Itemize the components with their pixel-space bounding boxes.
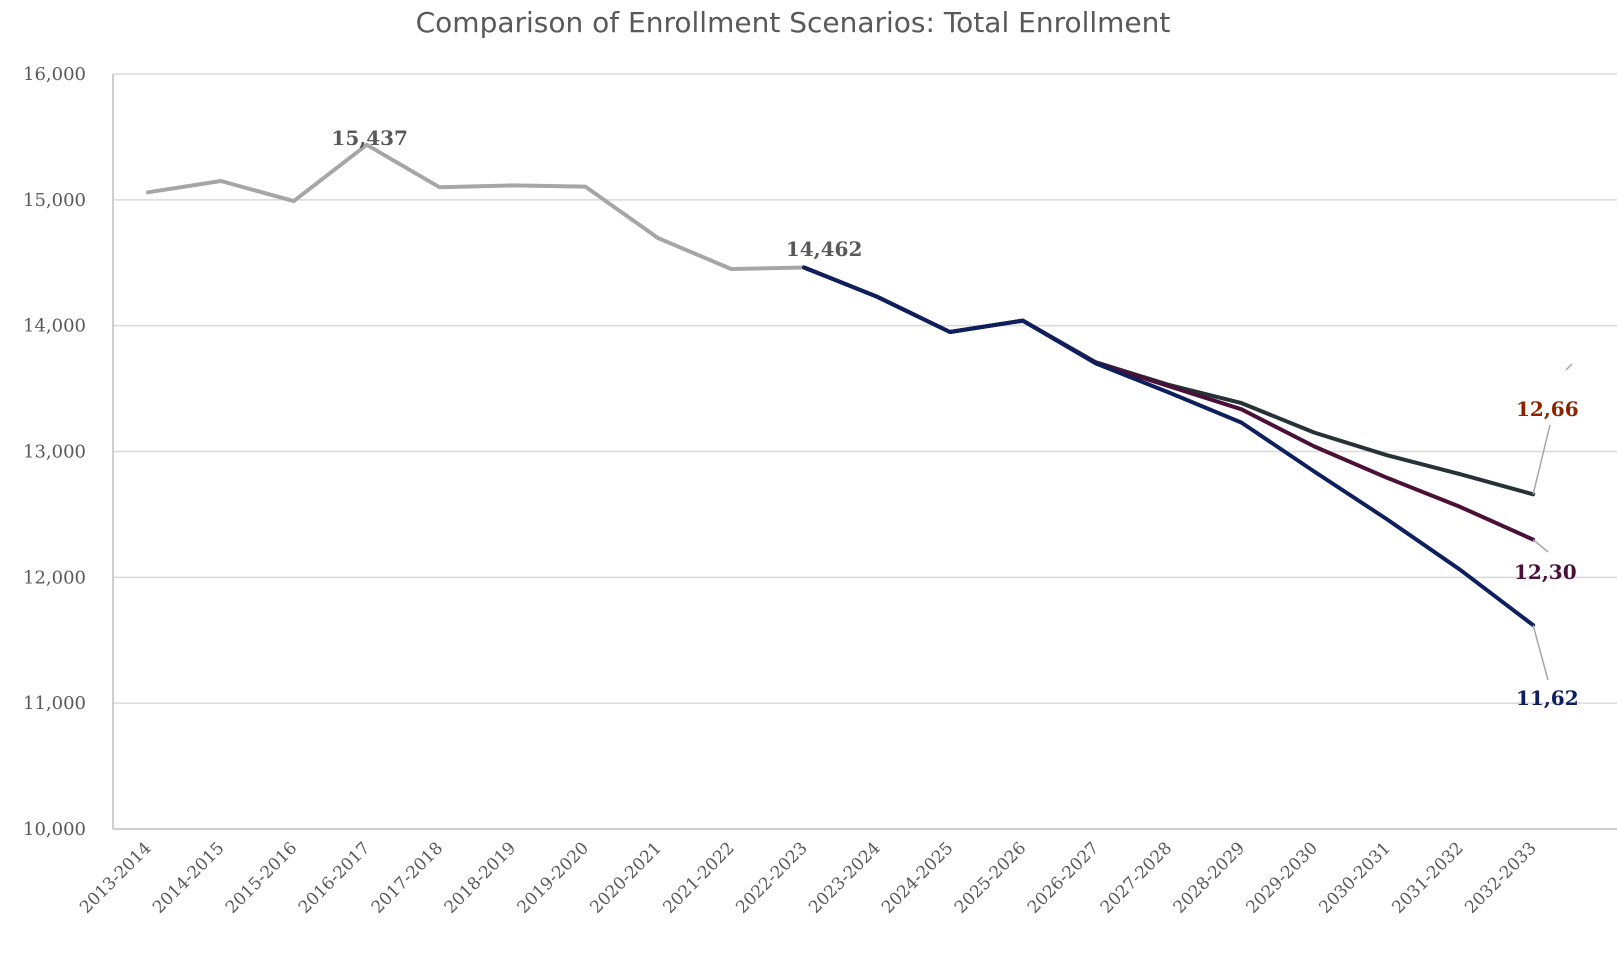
x-tick-label: 2025-2026 <box>951 838 1030 917</box>
x-tick-label: 2029-2030 <box>1243 838 1322 917</box>
x-tick-label: 2021-2022 <box>659 838 738 917</box>
x-tick-label: 2026-2027 <box>1024 838 1103 917</box>
x-tick-label: 2032-2033 <box>1461 838 1540 917</box>
x-axis-ticks: 2013-20142014-20152015-20162016-20172017… <box>76 838 1540 917</box>
x-tick-label: 2020-2021 <box>586 838 665 917</box>
chart-title: Comparison of Enrollment Scenarios: Tota… <box>416 6 1171 39</box>
x-tick-label: 2014-2015 <box>149 838 228 917</box>
y-tick-label: 10,000 <box>23 819 86 840</box>
x-tick-label: 2018-2019 <box>441 838 520 917</box>
data-label: 14,462 <box>786 237 863 261</box>
y-tick-label: 13,000 <box>23 442 86 463</box>
x-tick-label: 2031-2032 <box>1388 838 1467 917</box>
x-tick-label: 2019-2020 <box>514 838 593 917</box>
y-axis-ticks: 10,000 11,000 12,000 13,000 14,000 15,000 16,0… <box>23 64 86 840</box>
data-label: 15,437 <box>331 126 408 150</box>
leader-line <box>1533 625 1548 680</box>
data-labels: 15,437 14,462 12,66 12,30 11,62 <box>331 126 1578 710</box>
series-line <box>804 268 1533 626</box>
leader-line <box>1533 540 1548 552</box>
data-label: 11,62 <box>1516 686 1579 710</box>
leader-line <box>1566 364 1572 370</box>
y-tick-label: 14,000 <box>23 316 86 337</box>
x-tick-label: 2015-2016 <box>222 838 301 917</box>
series-line <box>804 268 1533 495</box>
data-label: 12,30 <box>1514 560 1577 584</box>
series-line <box>804 268 1533 540</box>
x-tick-label: 2028-2029 <box>1170 838 1249 917</box>
x-tick-label: 2016-2017 <box>295 838 374 917</box>
y-tick-label: 16,000 <box>23 64 86 85</box>
x-tick-label: 2017-2018 <box>368 838 447 917</box>
data-label: 12,66 <box>1516 397 1579 421</box>
y-tick-label: 15,000 <box>23 190 86 211</box>
x-tick-label: 2030-2031 <box>1315 838 1394 917</box>
x-tick-label: 2024-2025 <box>878 838 957 917</box>
x-tick-label: 2022-2023 <box>732 838 811 917</box>
y-tick-label: 12,000 <box>23 567 86 588</box>
x-tick-label: 2013-2014 <box>76 838 155 917</box>
y-tick-label: 11,000 <box>23 693 86 714</box>
series-line <box>148 145 804 269</box>
x-tick-label: 2023-2024 <box>805 838 884 917</box>
x-tick-label: 2027-2028 <box>1097 838 1176 917</box>
series-lines <box>148 145 1533 625</box>
leader-line <box>1533 425 1550 494</box>
